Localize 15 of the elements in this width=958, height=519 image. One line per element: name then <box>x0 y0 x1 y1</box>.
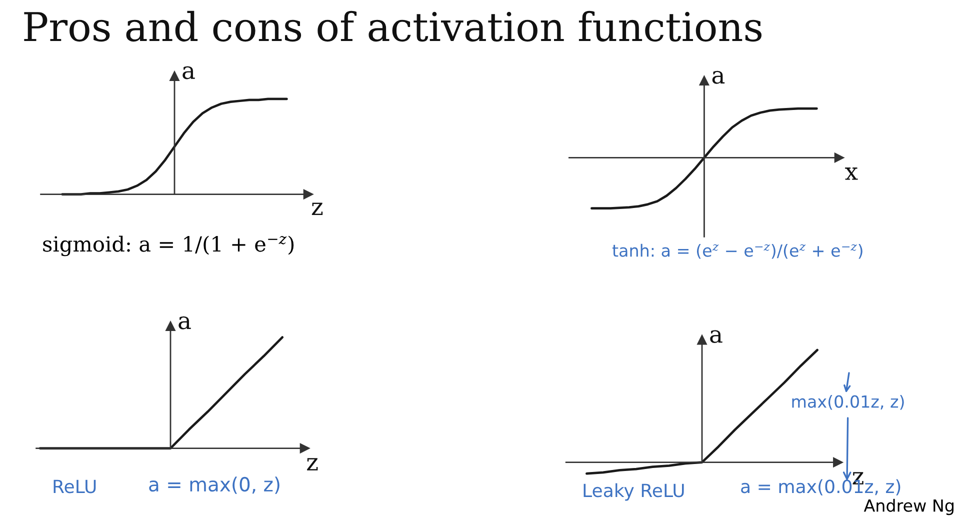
text: a = max(0, z) <box>149 476 280 494</box>
text: tanh: a = (e$^{z}$ − e$^{−z}$)/(e$^{z}$ + e$^{−z}$) <box>612 244 862 259</box>
text: Pros and cons of activation functions <box>24 10 762 42</box>
text: Leaky ReLU <box>584 483 684 501</box>
x-axis-title: z <box>307 458 318 470</box>
text: ReLU <box>54 480 96 494</box>
text: sigmoid: a = 1/(1 + e$^{−z}$) <box>43 236 294 256</box>
y-axis-title: a <box>182 66 195 80</box>
x-axis-title: z <box>312 202 323 216</box>
y-axis-title: a <box>178 316 191 330</box>
y-axis-title: a <box>710 330 722 344</box>
x-axis-title: x <box>845 168 858 180</box>
annotation: max(0.01z, z) <box>792 394 904 410</box>
y-axis-title: a <box>712 70 725 84</box>
text: Andrew Ng <box>864 498 954 516</box>
